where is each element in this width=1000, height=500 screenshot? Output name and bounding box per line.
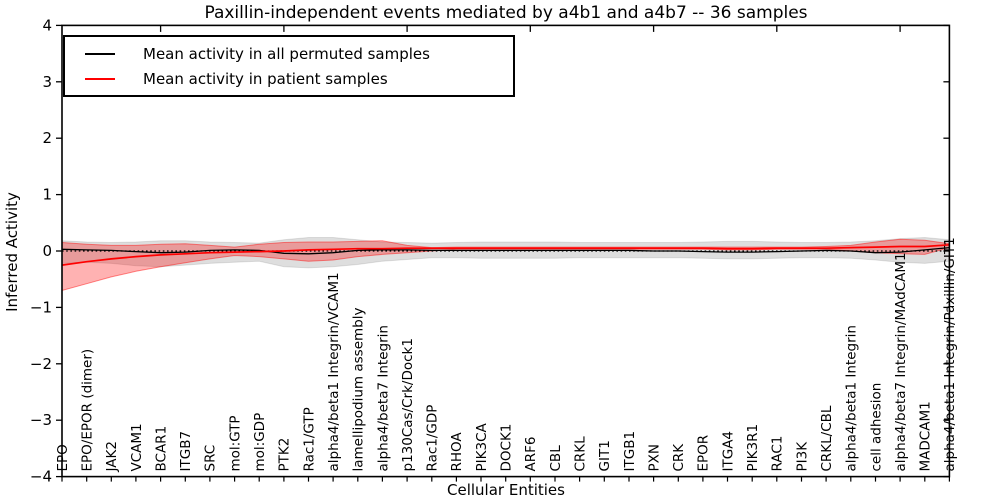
x-tick-label: SRC (203, 445, 219, 472)
x-tick-label: PIK3CA (474, 423, 490, 472)
y-tick-label: 1 (42, 186, 52, 204)
x-tick-label: PTK2 (277, 438, 293, 472)
x-tick-label: VCAM1 (129, 423, 145, 471)
x-tick-label: CRKL (572, 436, 588, 472)
legend-item-permuted: Mean activity in all permuted samples (75, 42, 503, 66)
x-tick-label: GIT1 (597, 440, 613, 471)
patient-mean-line (61, 243, 950, 266)
x-tick-label: CRKL/CBL (819, 405, 835, 471)
x-tick-label: ITGA4 (720, 431, 736, 472)
y-tick-label: −1 (30, 298, 52, 316)
x-tick-label: alpha4/beta1 Integrin (844, 325, 860, 471)
x-tick-label: PIK3R1 (745, 424, 761, 472)
y-tick-label: 3 (42, 73, 52, 91)
permuted-line-swatch (85, 52, 115, 55)
x-tick-label: ITGB7 (178, 431, 194, 472)
legend-item-patient: Mean activity in patient samples (75, 67, 503, 91)
x-tick-label: EPOR (696, 435, 712, 472)
y-tick-label: 2 (42, 129, 52, 147)
y-tick-label: 0 (42, 242, 52, 260)
x-tick-label: ARF6 (523, 437, 539, 472)
x-tick-label: mol:GDP (252, 413, 268, 472)
x-tick-label: cell adhesion (868, 383, 884, 472)
x-tick-label: alpha4/beta7 Integrin/MAdCAM1 (893, 252, 909, 471)
x-tick-label: Rac1/GDP (425, 405, 441, 472)
y-tick-label: −3 (30, 411, 52, 429)
x-tick-label: DOCK1 (499, 424, 515, 472)
x-tick-label: ITGB1 (622, 431, 638, 472)
y-tick-label: −4 (30, 468, 52, 486)
x-tick-label: Rac1/GTP (301, 407, 317, 471)
legend-label-patient: Mean activity in patient samples (143, 69, 388, 88)
x-tick-label: alpha4/beta7 Integrin (375, 325, 391, 471)
y-axis-title: Inferred Activity (3, 192, 21, 312)
x-tick-label: EPO (55, 444, 71, 471)
y-tick-label: −2 (30, 355, 52, 373)
legend: Mean activity in all permuted samples Me… (63, 35, 515, 97)
x-tick-label: p130Cas/Crk/Dock1 (400, 338, 416, 471)
x-tick-label: BCAR1 (153, 426, 169, 472)
chart-title: Paxillin-independent events mediated by … (204, 3, 808, 23)
y-tick-label: 4 (42, 16, 52, 34)
x-tick-label: lamellipodium assembly (351, 308, 367, 472)
x-tick-label: EPO/EPOR (dimer) (80, 349, 96, 472)
x-tick-label: alpha4/beta1 Integrin/Paxillin/GIT1 (942, 237, 958, 471)
x-tick-label: PI3K (794, 441, 810, 472)
x-tick-label: CBL (548, 445, 564, 472)
x-tick-label: PXN (646, 444, 662, 472)
x-tick-label: RAC1 (770, 436, 786, 472)
patient-line-swatch (85, 77, 115, 80)
x-tick-label: JAK2 (104, 441, 120, 472)
x-axis-title: Cellular Entities (447, 481, 565, 499)
x-tick-label: CRK (671, 443, 687, 472)
legend-label-permuted: Mean activity in all permuted samples (143, 44, 430, 63)
x-tick-label: RHOA (449, 432, 465, 472)
x-tick-label: alpha4/beta1 Integrin/VCAM1 (326, 272, 342, 471)
x-tick-label: MADCAM1 (918, 401, 934, 471)
x-tick-label: mol:GTP (227, 415, 243, 471)
permuted-mean-line (61, 246, 950, 255)
